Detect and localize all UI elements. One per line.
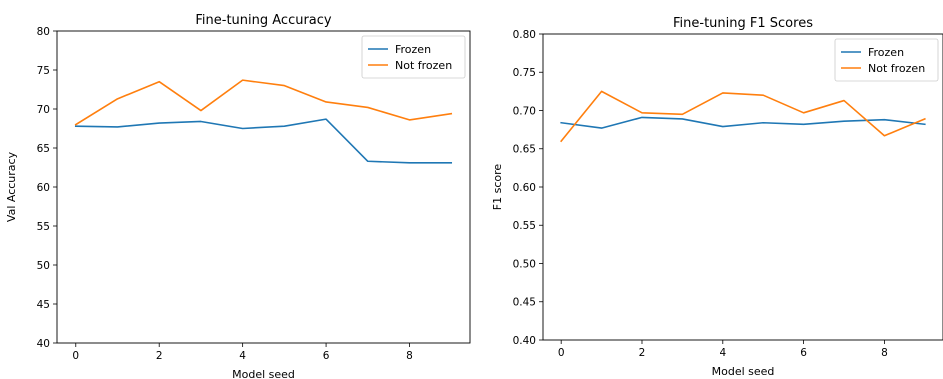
- f1-legend-label-frozen: Frozen: [868, 46, 904, 59]
- f1-series-line-frozen: [560, 116, 926, 129]
- f1-x-axis-label: Model seed: [712, 365, 775, 378]
- accuracy-y-tick-label: 70: [37, 104, 50, 116]
- accuracy-y-tick-label: 65: [37, 143, 50, 155]
- f1-y-tick-label: 0.80: [513, 29, 536, 41]
- f1-x-tick-label: 0: [558, 347, 565, 359]
- accuracy-y-tick-label: 75: [37, 65, 50, 77]
- f1-y-tick-label: 0.75: [513, 67, 536, 79]
- accuracy-legend-label-not-frozen: Not frozen: [395, 59, 452, 72]
- accuracy-x-tick-label: 4: [239, 350, 246, 362]
- f1-y-tick-label: 0.70: [513, 105, 536, 117]
- f1-x-tick-label: 6: [800, 347, 807, 359]
- f1-y-tick-label: 0.55: [513, 220, 536, 232]
- f1-legend-box: [834, 38, 939, 82]
- accuracy-series-line-not-frozen: [74, 79, 453, 126]
- accuracy-x-axis-label: Model seed: [232, 368, 295, 379]
- accuracy-legend-box: [361, 35, 466, 79]
- accuracy-y-axis-label: Val Accuracy: [5, 151, 18, 222]
- accuracy-x-tick-label: 0: [72, 350, 79, 362]
- f1-legend: Frozen Not frozen: [834, 38, 939, 82]
- accuracy-series-line-frozen: [74, 118, 453, 164]
- accuracy-y-tick-label: 50: [37, 260, 50, 272]
- accuracy-x-tick-label: 6: [323, 350, 330, 362]
- f1-y-tick-label: 0.50: [513, 258, 536, 270]
- accuracy-chart: Fine-tuning Accuracy Model seed Val Accura…: [5, 13, 471, 379]
- accuracy-legend: Frozen Not frozen: [361, 35, 466, 79]
- f1-y-tick-label: 0.45: [513, 297, 536, 309]
- accuracy-y-tick-label: 60: [37, 182, 50, 194]
- f1-x-tick-label: 4: [719, 347, 726, 359]
- f1-y-axis-label: F1 score: [491, 164, 504, 211]
- f1-legend-label-not-frozen: Not frozen: [868, 62, 925, 75]
- f1-chart-title: Fine-tuning F1 Scores: [673, 16, 813, 31]
- accuracy-x-tick-label: 8: [406, 350, 413, 362]
- f1-y-tick-label: 0.40: [513, 335, 536, 347]
- f1-x-tick-label: 2: [639, 347, 646, 359]
- f1-series-line-not-frozen: [560, 90, 926, 143]
- f1-y-tick-label: 0.60: [513, 182, 536, 194]
- accuracy-y-tick-label: 45: [37, 299, 50, 311]
- accuracy-legend-label-frozen: Frozen: [395, 43, 431, 56]
- accuracy-y-tick-label: 80: [37, 26, 50, 38]
- f1-x-tick-label: 8: [881, 347, 888, 359]
- f1-chart: Fine-tuning F1 Scores Model seed F1 score 0…: [491, 16, 943, 378]
- accuracy-chart-title: Fine-tuning Accuracy: [195, 13, 332, 28]
- accuracy-y-tick-label: 55: [37, 221, 50, 233]
- accuracy-x-tick-label: 2: [156, 350, 163, 362]
- accuracy-y-tick-label: 40: [37, 338, 50, 350]
- f1-y-tick-label: 0.65: [513, 144, 536, 156]
